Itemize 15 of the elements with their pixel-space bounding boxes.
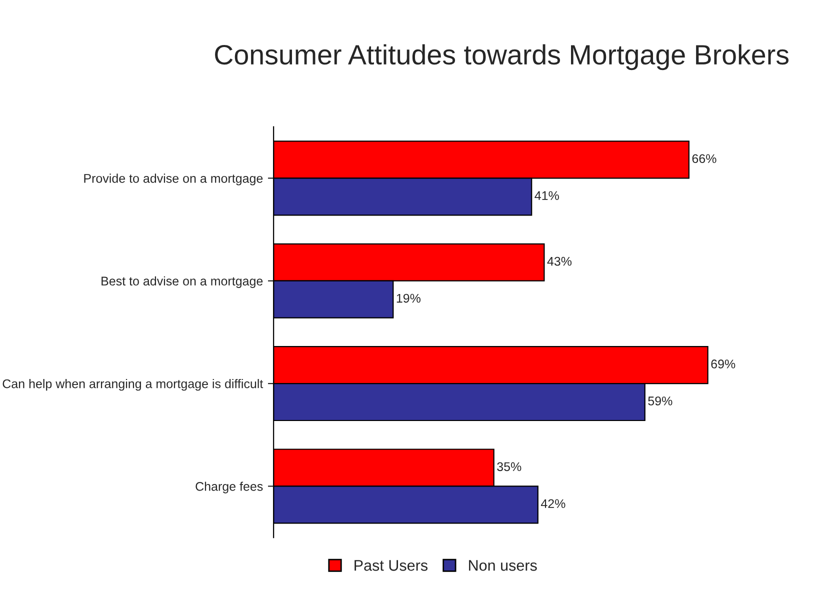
y-tick-label: Can help when arranging a mortgage is difficult: [2, 379, 264, 391]
data-label: 43%: [547, 256, 572, 266]
data-label: 66%: [692, 154, 716, 164]
data-label: 35%: [497, 462, 522, 472]
data-label: 41%: [534, 191, 559, 200]
chart-title: Consumer Attitudes towards Mortgage Brokers: [215, 44, 788, 70]
legend-label: Past Users: [354, 560, 428, 571]
data-label: 59%: [648, 396, 672, 406]
legend-label: Non users: [469, 560, 537, 571]
data-label: 69%: [711, 360, 736, 368]
data-label: 42%: [540, 499, 566, 508]
y-tick-label: Charge fees: [196, 482, 263, 494]
data-label: 19%: [396, 294, 420, 303]
y-tick-label: Best to advise on a mortgage: [102, 276, 263, 288]
y-tick-label: Provide to advise on a mortgage: [84, 174, 263, 186]
